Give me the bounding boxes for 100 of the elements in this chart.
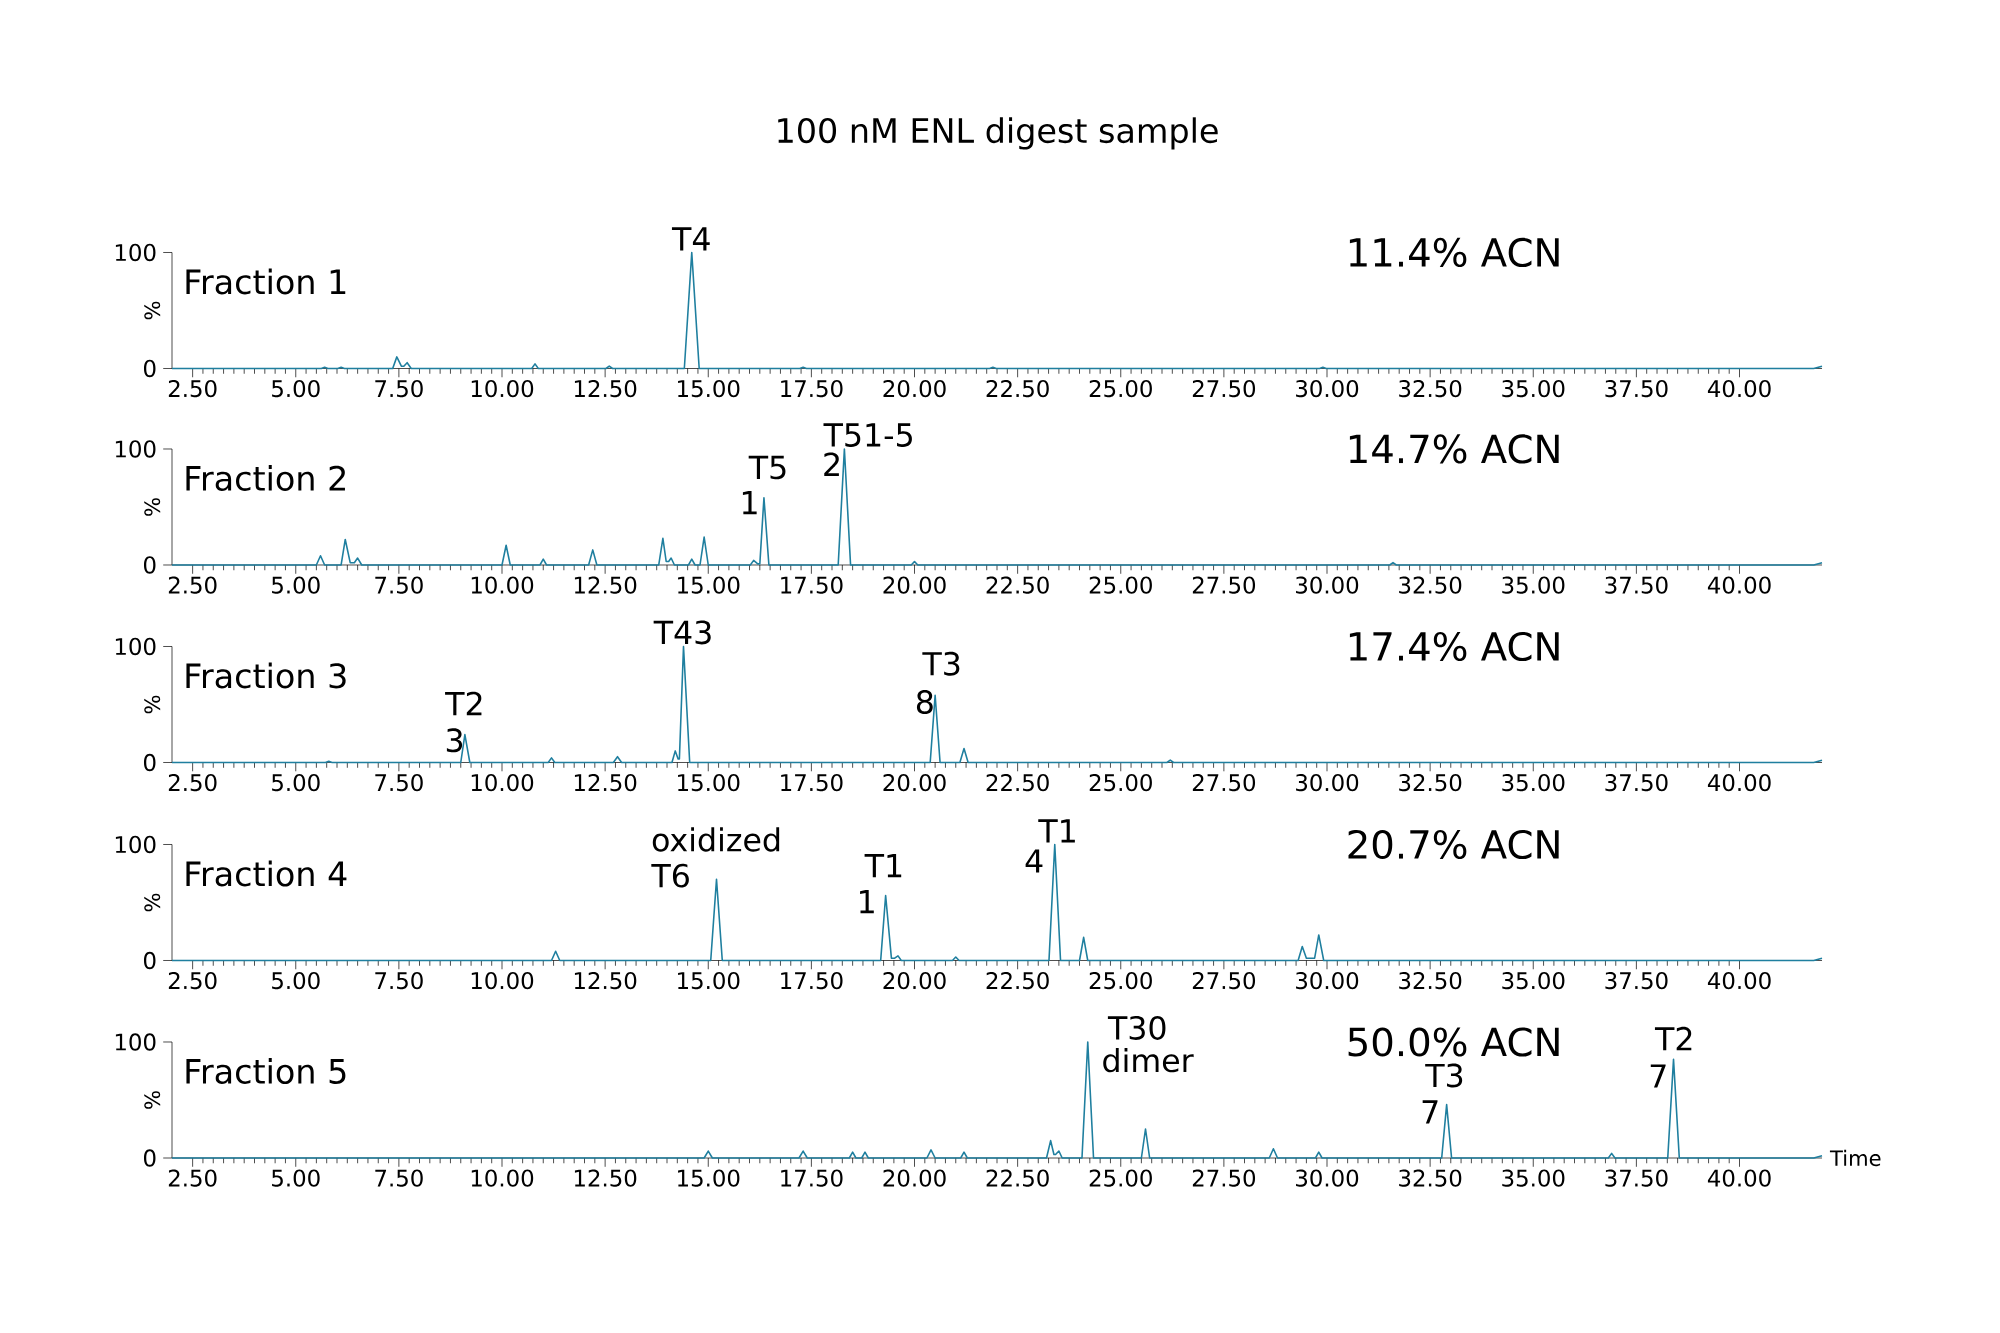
annotation: 4 (1025, 849, 1043, 873)
x-tick-label: 35.00 (1502, 576, 1565, 594)
x-tick-label: 2.50 (168, 971, 217, 990)
x-tick-label: 25.00 (1089, 773, 1152, 792)
y-axis-title: % (144, 1091, 161, 1109)
x-tick-label: 5.00 (272, 773, 320, 792)
annotation: T3 (922, 651, 960, 676)
x-tick-label: 15.00 (678, 971, 740, 990)
x-tick-label: 30.00 (1296, 379, 1359, 398)
x-tick-label: 32.50 (1399, 971, 1462, 990)
annotation: T43 (653, 620, 711, 645)
chart-title: 100 nM ENL digest sample (778, 117, 1218, 150)
x-tick-label: 27.50 (1192, 379, 1256, 398)
x-tick-label: 30.00 (1296, 971, 1359, 990)
x-tick-label: 5.00 (272, 576, 320, 594)
x-tick-label: 25.00 (1089, 379, 1152, 398)
x-tick-label: 12.50 (574, 379, 637, 398)
x-tick-label: 12.50 (574, 576, 637, 594)
annotation: 8 (916, 690, 933, 714)
annotation: Fraction 4 (186, 860, 347, 887)
text: T1 (1038, 819, 1075, 843)
annotation: dimer (1103, 1047, 1194, 1073)
x-tick-label: 17.50 (781, 773, 843, 792)
x-tick-label: 35.00 (1502, 379, 1565, 398)
x-tick-label: 25.00 (1089, 1169, 1152, 1187)
x-tick-label: 20.00 (883, 379, 946, 398)
text: T51-5 (823, 423, 912, 447)
annotation: Fraction 1 (186, 268, 346, 295)
annotation: T5 (748, 455, 786, 480)
x-tick-label: 32.50 (1399, 1169, 1462, 1187)
x-tick-label: 40.00 (1707, 576, 1771, 594)
y-tick-label: 0 (143, 753, 156, 772)
annotation: Fraction 2 (186, 465, 345, 491)
x-tick-label: 30.00 (1296, 576, 1359, 594)
annotation: T4 (671, 227, 710, 251)
y-tick-label: 0 (143, 556, 156, 574)
y-axis-title: % (144, 301, 161, 320)
x-tick-label: 15.00 (678, 1169, 740, 1187)
x-tick-label: 37.50 (1605, 971, 1668, 990)
annotation: 7 (1422, 1100, 1438, 1124)
y-tick-label: 0 (143, 1149, 156, 1167)
y-tick-label: 0 (143, 951, 156, 970)
x-tick-label: 7.50 (375, 971, 423, 990)
x-tick-label: 40.00 (1707, 773, 1771, 792)
annotation: T6 (651, 863, 689, 888)
x-tick-label: 30.00 (1296, 773, 1359, 792)
x-tick-label: 7.50 (375, 379, 423, 398)
x-tick-label: 40.00 (1707, 971, 1771, 990)
x-axis-title: Time (1829, 1149, 1881, 1167)
x-tick-label: 10.00 (471, 773, 534, 792)
annotation: 1 (860, 890, 874, 914)
x-tick-label: 20.00 (883, 576, 946, 594)
x-tick-label: 27.50 (1192, 576, 1256, 594)
y-tick-label: 100 (115, 835, 156, 854)
annotation: T30 (1107, 1015, 1166, 1040)
x-tick-label: 27.50 (1192, 971, 1256, 990)
x-tick-label: 2.50 (168, 576, 217, 594)
x-tick-label: 12.50 (574, 773, 637, 792)
annotation: 50.0% ACN (1348, 1027, 1559, 1057)
annotation: T3 (1425, 1063, 1463, 1088)
x-tick-label: 22.50 (986, 773, 1049, 792)
annotation: T2 (445, 691, 482, 716)
x-tick-label: 22.50 (986, 576, 1049, 594)
x-tick-label: 37.50 (1605, 1169, 1668, 1187)
x-tick-label: 5.00 (272, 379, 320, 398)
annotation: 3 (446, 728, 463, 753)
x-tick-label: 12.50 (574, 971, 637, 990)
annotation: 20.7% ACN (1348, 829, 1559, 860)
x-tick-label: 17.50 (781, 379, 843, 398)
y-axis-title: % (144, 695, 161, 714)
x-tick-label: 37.50 (1605, 773, 1668, 792)
x-tick-label: 10.00 (471, 1169, 534, 1187)
x-tick-label: 22.50 (986, 1169, 1049, 1187)
y-tick-label: 100 (115, 243, 156, 262)
x-tick-label: 7.50 (375, 773, 423, 792)
y-tick-label: 100 (115, 637, 156, 656)
annotation: 11.4% ACN (1349, 237, 1559, 268)
x-tick-label: 12.50 (574, 1169, 637, 1187)
x-tick-label: 10.00 (471, 576, 534, 594)
annotation: T1 (864, 854, 902, 878)
x-tick-label: 17.50 (781, 576, 843, 594)
x-tick-label: 32.50 (1399, 773, 1462, 792)
x-tick-label: 22.50 (986, 971, 1049, 990)
annotation: T2 (1654, 1026, 1692, 1051)
annotation: 7 (1650, 1064, 1666, 1088)
x-tick-label: 35.00 (1502, 971, 1565, 990)
x-tick-label: 30.00 (1296, 1169, 1359, 1187)
x-tick-label: 10.00 (471, 379, 534, 398)
y-tick-label: 100 (115, 440, 156, 458)
x-tick-label: 32.50 (1399, 379, 1462, 398)
x-tick-label: 2.50 (168, 1169, 217, 1187)
x-tick-label: 2.50 (168, 773, 217, 792)
y-axis-title: % (144, 893, 161, 912)
annotation: Fraction 5 (186, 1058, 346, 1084)
y-tick-label: 100 (115, 1033, 156, 1051)
x-tick-label: 40.00 (1707, 1169, 1771, 1187)
x-tick-label: 15.00 (678, 773, 740, 792)
annotation: Fraction 3 (186, 662, 346, 689)
annotation: oxidized (652, 827, 780, 852)
x-tick-label: 15.00 (678, 576, 740, 594)
